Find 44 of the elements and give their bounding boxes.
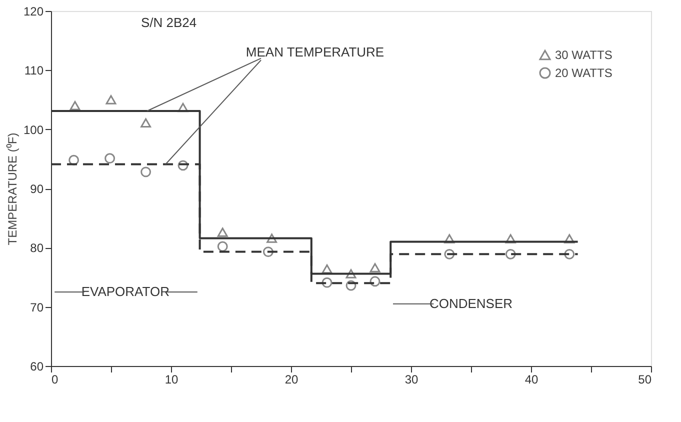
x-tick-label: 10	[164, 372, 178, 386]
point	[217, 241, 228, 252]
annotation: MEAN TEMPERATURE	[246, 44, 384, 60]
point	[178, 160, 188, 171]
point	[370, 263, 380, 272]
y-tick-label: 100	[23, 122, 44, 137]
point	[104, 153, 116, 164]
point	[70, 101, 80, 110]
point	[564, 234, 575, 244]
y-tick-label: 110	[24, 64, 44, 78]
point	[505, 248, 516, 260]
point	[370, 276, 380, 287]
x-tick-label: 20	[284, 372, 298, 386]
point	[217, 228, 228, 237]
point	[444, 234, 455, 244]
point	[505, 234, 516, 244]
annotation: S/N 2B24	[141, 15, 197, 30]
y-tick-label: 60	[30, 360, 44, 374]
y-tick-label: 90	[30, 182, 44, 196]
point	[444, 248, 455, 260]
legend-label: 20 WATTS	[555, 66, 612, 80]
x-tick-label: 0	[52, 372, 58, 386]
y-tick-label: 70	[30, 300, 44, 314]
point	[140, 166, 152, 178]
x-tick-label: 40	[524, 372, 538, 386]
point	[68, 154, 80, 166]
point	[106, 95, 116, 104]
y-tick-label: 120	[23, 4, 44, 18]
point	[564, 248, 575, 260]
point	[178, 102, 188, 112]
y-tick-label: 80	[30, 241, 44, 256]
point	[266, 234, 278, 243]
annotation: EVAPORATOR	[81, 284, 170, 300]
y-axis-title: TEMPERATURE (⁰F)	[5, 132, 20, 246]
point	[322, 264, 332, 274]
point	[262, 246, 274, 258]
point	[140, 118, 152, 128]
x-tick-label: 50	[638, 372, 652, 386]
point	[346, 269, 356, 278]
point	[346, 280, 356, 291]
x-tick-label: 30	[404, 372, 418, 386]
legend-label: 30 WATTS	[555, 48, 612, 62]
annotation: CONDENSER	[429, 296, 513, 311]
point	[322, 277, 332, 288]
